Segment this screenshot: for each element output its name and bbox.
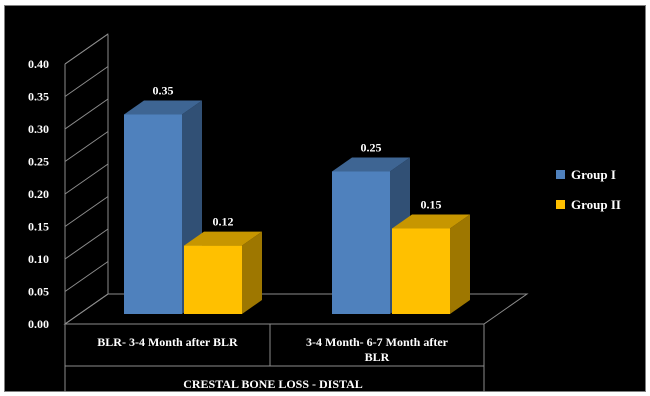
y-tick-label: 0.25 <box>28 155 49 169</box>
bar-marks: 0.35 0.25 0.12 0.15 <box>124 84 470 314</box>
category-label: BLR <box>365 350 390 364</box>
bar-top-face <box>392 214 470 229</box>
y-tick-label: 0.35 <box>28 90 49 104</box>
bar-front-face <box>392 228 450 314</box>
y-tick-label: 0.00 <box>28 317 49 331</box>
legend-label: Group II <box>571 197 621 212</box>
y-tick-label: 0.15 <box>28 220 49 234</box>
bar-top-face <box>332 157 410 172</box>
y-tick-label: 0.30 <box>28 122 49 136</box>
depth-gridline <box>64 131 109 162</box>
legend-label: Group I <box>571 167 616 182</box>
chart-frame <box>4 5 646 392</box>
data-label: 0.35 <box>153 84 174 98</box>
y-tick-label: 0.40 <box>28 57 49 71</box>
y-axis-ticks: 0.00 0.05 0.10 0.15 0.20 0.25 0.30 0.35 0.40 <box>28 57 49 331</box>
y-tick-label: 0.20 <box>28 187 49 201</box>
y-tick-label: 0.05 <box>28 285 49 299</box>
depth-gridline <box>64 293 109 325</box>
y-tick-label: 0.10 <box>28 252 49 266</box>
bar-front-face <box>124 114 182 314</box>
chart-axes <box>63 33 529 392</box>
data-label: 0.12 <box>213 215 234 229</box>
category-labels: BLR- 3-4 Month after BLR 3-4 Month- 6-7 M… <box>97 335 448 364</box>
legend-swatch <box>556 200 565 209</box>
legend: Group I Group II <box>556 167 621 212</box>
category-label: BLR- 3-4 Month after BLR <box>97 335 238 349</box>
bar-group-ii-1: 0.12 <box>184 215 262 314</box>
depth-gridline <box>64 98 109 130</box>
bar-group-ii-2: 0.15 <box>392 198 470 314</box>
depth-gridline <box>64 196 109 227</box>
bar-top-face <box>124 100 202 115</box>
bar-side-face <box>242 231 262 314</box>
data-label: 0.25 <box>361 141 382 155</box>
category-label: 3-4 Month- 6-7 Month after <box>306 335 449 349</box>
bar-side-face <box>450 214 470 314</box>
x-axis-title: CRESTAL BONE LOSS - DISTAL <box>183 377 363 391</box>
depth-gridline <box>64 33 109 65</box>
data-label: 0.15 <box>421 198 442 212</box>
depth-gridline <box>64 228 109 260</box>
depth-gridline <box>64 261 109 292</box>
legend-swatch <box>556 170 565 179</box>
depth-gridline <box>64 163 109 195</box>
depth-gridline <box>64 66 109 97</box>
bar-top-face <box>184 231 262 246</box>
bar-front-face <box>332 171 390 314</box>
bar-front-face <box>184 245 242 314</box>
